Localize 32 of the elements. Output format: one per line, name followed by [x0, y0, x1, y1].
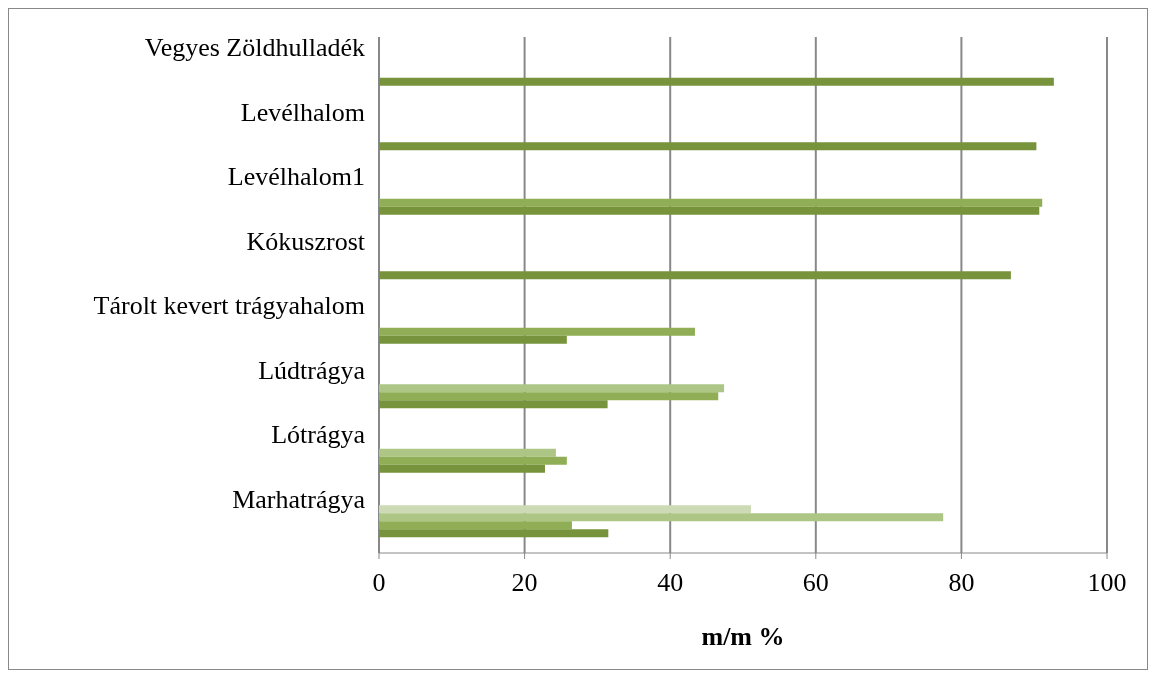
y-tick-label: Levélhalom1 — [227, 162, 365, 192]
bar — [379, 448, 556, 457]
bar — [379, 464, 545, 473]
bar — [379, 206, 1040, 215]
y-tick-label: Kókuszrost — [246, 226, 366, 256]
bar — [379, 521, 572, 530]
bar — [379, 392, 719, 401]
bar — [379, 271, 1011, 280]
x-tick-label: 80 — [948, 568, 975, 598]
bar — [379, 335, 567, 344]
y-tick-label: Vegyes Zöldhulladék — [144, 33, 365, 63]
y-tick-label: Levélhalom — [240, 97, 365, 127]
bar — [379, 384, 725, 393]
bar — [379, 505, 752, 514]
x-tick-label: 60 — [802, 568, 829, 598]
bar — [379, 529, 609, 538]
y-tick-label: Lúdtrágya — [258, 355, 366, 385]
x-tick-label: 20 — [511, 568, 538, 598]
bar — [379, 456, 567, 465]
x-tick-label: 100 — [1087, 568, 1127, 598]
bar — [379, 327, 695, 336]
bar — [379, 198, 1043, 207]
bar — [379, 142, 1037, 151]
x-axis-title: m/m % — [701, 622, 785, 651]
x-tick-label: 0 — [372, 568, 386, 598]
bar — [379, 513, 944, 522]
bar — [379, 77, 1054, 86]
bar — [379, 400, 608, 409]
y-tick-label: Marhatrágya — [232, 484, 366, 514]
x-tick-label: 40 — [657, 568, 684, 598]
y-tick-label: Lótrágya — [271, 420, 366, 450]
y-tick-label: Tárolt kevert trágyahalom — [93, 291, 365, 321]
